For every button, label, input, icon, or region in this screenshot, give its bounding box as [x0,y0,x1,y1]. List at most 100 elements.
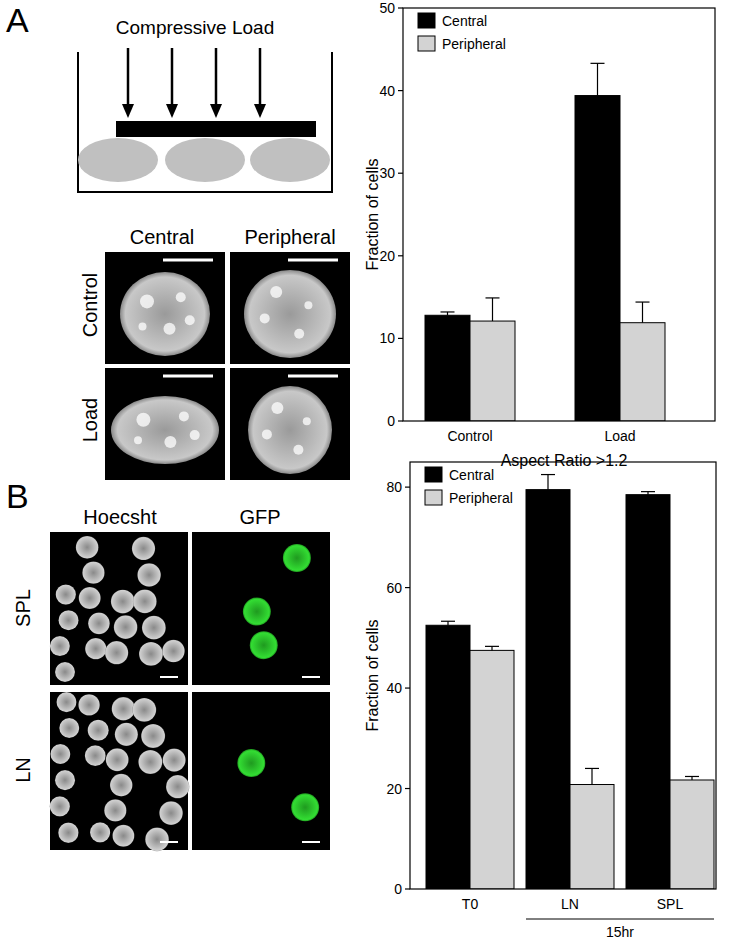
error-cap [441,311,455,312]
nucleus [110,774,133,797]
cell [165,138,245,182]
micrograph [192,692,330,850]
y-tick [405,587,410,588]
nucleus [114,615,138,639]
chromocenter [164,323,176,335]
gfp-cell [291,793,319,821]
error-cap [541,474,555,475]
legend-swatch [425,490,442,505]
nucleus [56,692,76,712]
y-tick-label: 40 [386,680,402,696]
y-tick [405,687,410,688]
error-bar [636,302,650,323]
annotation-bracket [526,919,714,920]
error-stem [547,475,548,490]
diagram-label: Compressive Load [116,17,274,38]
figure: ACompressive LoadCentralPeripheralContro… [0,0,733,950]
bar-chart: 020406080T0LNSPLFraction of cells15hrCen… [364,462,716,940]
chromocenter [139,323,147,331]
y-axis-label: Fraction of cells [364,619,381,731]
annotation: 15hr [606,924,634,940]
arrow-head [254,104,266,118]
image-background [192,692,330,850]
chromocenter [271,402,283,414]
arrow-head [210,104,222,118]
panel-label: B [6,477,29,515]
y-tick-label: 20 [386,781,402,797]
nucleus [55,770,75,790]
image-background [230,252,350,364]
micrograph [105,368,225,480]
nucleus [111,590,135,614]
chromocenter [293,445,303,455]
nucleus [56,584,76,604]
column-label: Central [130,226,194,248]
bar [425,315,470,421]
y-tick-label: 80 [386,479,402,495]
y-tick [398,7,403,8]
legend-entry: Central [425,467,494,483]
image-background [230,368,350,480]
plot-area [425,63,665,421]
nucleus [82,562,104,584]
nucleus [106,748,129,771]
y-tick-label: 50 [379,0,395,16]
arrow-shaft [259,48,262,108]
chromocenter [304,301,312,309]
row-label: SPL [12,589,34,627]
error-bar [585,768,599,784]
nucleus [50,796,70,816]
micrograph [50,532,188,685]
nucleus [50,636,70,656]
error-cap [585,768,599,769]
nucleus [88,613,110,635]
x-tick-label: Load [604,428,635,444]
chromocenter [185,315,195,325]
plot-frame [403,8,715,421]
error-cap [441,621,455,622]
y-tick-label: 0 [394,881,402,897]
bar [620,323,665,421]
chromocenter [134,436,142,444]
nucleus [78,694,99,715]
nucleus [50,744,70,764]
cell [250,138,330,182]
bar [426,625,470,889]
y-tick-label: 30 [379,165,395,181]
bar [626,495,670,889]
x-axis-label: Aspect Ratio >1.2 [501,452,628,469]
nucleus [163,749,186,772]
nucleus [162,640,185,663]
error-cap [485,646,499,647]
y-tick [398,420,403,421]
chromocenter [190,430,200,440]
bar-chart: 01020304050ControlLoadFraction of cellsA… [364,0,715,469]
error-cap [486,297,500,298]
y-tick [405,487,410,488]
error-bar [591,63,605,95]
micrograph [230,368,350,480]
chromocenter [164,436,176,448]
legend-swatch [418,13,435,28]
column-label: Peripheral [244,226,335,248]
nucleus [248,386,332,474]
nucleus [55,662,75,682]
legend-swatch [418,36,435,51]
chromocenter [136,413,150,427]
nucleus [120,272,210,356]
nucleus [166,775,189,798]
nucleus [244,270,336,358]
y-tick [398,90,403,91]
scale-bar [160,676,178,678]
legend-entry: Peripheral [425,490,513,506]
nucleus [88,720,109,741]
chromocenter [303,417,311,425]
arrow-shaft [215,48,218,108]
nucleus [85,638,106,659]
y-tick [398,338,403,339]
legend-label: Central [449,467,494,483]
error-cap [641,491,655,492]
arrow-shaft [127,48,130,108]
column-label: GFP [239,506,280,528]
nucleus [104,799,126,821]
